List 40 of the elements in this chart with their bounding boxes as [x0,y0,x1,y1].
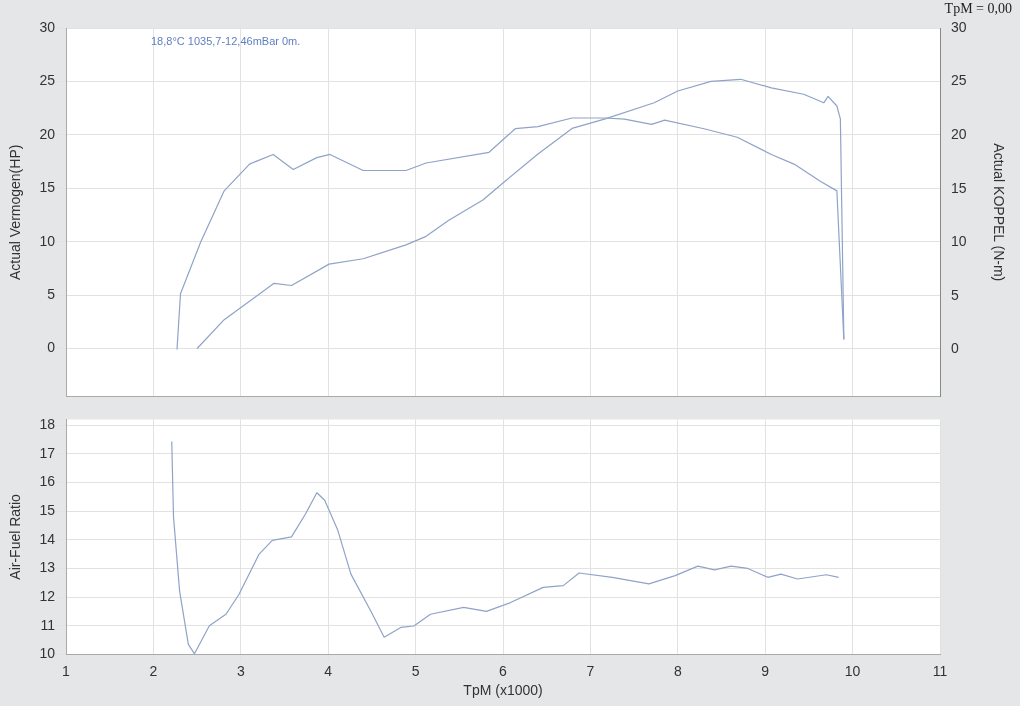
x-tick-label: 10 [844,662,861,679]
y2-tick-label: 0 [951,340,959,357]
y2-tick-label: 5 [951,286,959,303]
y-tick-label: 10 [39,645,56,662]
y-tick-label: 25 [39,72,56,89]
y-tick-label: 10 [39,232,56,249]
y2-tick-label: 15 [951,179,967,196]
y-tick-label: 14 [39,530,56,547]
y-tick-label: 11 [40,616,56,633]
text: TpM = 0,00 [944,0,1012,16]
y-tick-label: 15 [39,179,56,196]
y2-axis-title: Actual KOPPEL (N-m) [990,143,1007,282]
y-axis-title: Actual Vermogen(HP) [7,144,24,280]
y-tick-label: 18 [39,415,56,432]
y-tick-label: 16 [39,473,56,490]
y-tick-label: 13 [39,559,56,576]
x-tick-label: 11 [932,662,948,679]
x-tick-label: 5 [411,662,420,679]
y2-tick-label: 20 [951,126,967,143]
y2-tick-label: 30 [951,18,967,35]
x-tick-label: 2 [149,662,158,679]
y-tick-label: 0 [47,339,56,356]
y-tick-label: 17 [39,444,56,461]
x-tick-label: 1 [62,662,71,679]
x-tick-label: 7 [586,662,595,679]
y-tick-label: 15 [39,501,56,518]
x-tick-label: 4 [324,662,333,679]
y2-tick-label: 10 [951,233,967,250]
y-axis-title: Air-Fuel Ratio [7,493,24,580]
x-tick-label: 8 [673,662,682,679]
y2-tick-label: 25 [951,72,967,89]
x-tick-label: 9 [761,662,770,679]
y-tick-label: 20 [39,125,56,142]
y-tick-label: 5 [47,285,56,302]
y-tick-label: 30 [39,18,56,35]
x-tick-label: 3 [236,662,245,679]
x-axis-title: TpM (x1000) [463,682,543,699]
y-tick-label: 12 [39,587,56,604]
x-tick-label: 6 [499,662,508,679]
annotation: 18,8°C 1035,7-12,46mBar 0m. [151,34,301,47]
